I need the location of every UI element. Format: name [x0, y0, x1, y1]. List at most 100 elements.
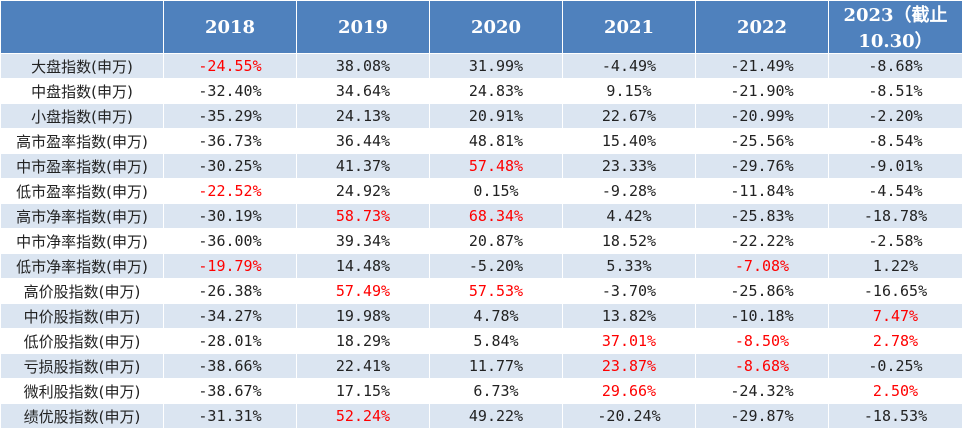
- table-cell: 0.15%: [430, 179, 563, 204]
- row-label: 中市盈率指数(申万): [1, 154, 164, 179]
- table-cell: 22.67%: [563, 104, 696, 129]
- table-cell: -11.84%: [696, 179, 829, 204]
- table-cell: 17.15%: [297, 379, 430, 404]
- table-cell: 52.24%: [297, 404, 430, 429]
- table-cell: -25.56%: [696, 129, 829, 154]
- table-cell: -2.20%: [829, 104, 962, 129]
- table-row: 高市净率指数(申万)-30.19%58.73%68.34%4.42%-25.83…: [1, 204, 962, 229]
- table-cell: 31.99%: [430, 54, 563, 79]
- table-cell: 7.47%: [829, 304, 962, 329]
- table-cell: 34.64%: [297, 79, 430, 104]
- table-cell: -8.68%: [829, 54, 962, 79]
- table-cell: 4.78%: [430, 304, 563, 329]
- table-cell: 49.22%: [430, 404, 563, 429]
- table-cell: 36.44%: [297, 129, 430, 154]
- table-cell: 68.34%: [430, 204, 563, 229]
- table-row: 亏损股指数(申万)-38.66%22.41%11.77%23.87%-8.68%…: [1, 354, 962, 379]
- table-cell: -8.68%: [696, 354, 829, 379]
- table-cell: -2.58%: [829, 229, 962, 254]
- table-row: 低价股指数(申万)-28.01%18.29%5.84%37.01%-8.50%2…: [1, 329, 962, 354]
- table-cell: 38.08%: [297, 54, 430, 79]
- header-2023: 2023（截止10.30）: [829, 1, 962, 54]
- table-row: 微利股指数(申万)-38.67%17.15%6.73%29.66%-24.32%…: [1, 379, 962, 404]
- table-cell: -22.52%: [164, 179, 297, 204]
- row-label: 低市盈率指数(申万): [1, 179, 164, 204]
- table-cell: 2.78%: [829, 329, 962, 354]
- table-row: 高价股指数(申万)-26.38%57.49%57.53%-3.70%-25.86…: [1, 279, 962, 304]
- table-cell: 18.29%: [297, 329, 430, 354]
- table-cell: 15.40%: [563, 129, 696, 154]
- table-cell: 24.92%: [297, 179, 430, 204]
- table-cell: 19.98%: [297, 304, 430, 329]
- table-cell: -25.86%: [696, 279, 829, 304]
- table-cell: -32.40%: [164, 79, 297, 104]
- table-cell: 23.33%: [563, 154, 696, 179]
- table-cell: 6.73%: [430, 379, 563, 404]
- table-cell: -38.67%: [164, 379, 297, 404]
- table-cell: -18.78%: [829, 204, 962, 229]
- table-cell: 57.48%: [430, 154, 563, 179]
- table-cell: -29.87%: [696, 404, 829, 429]
- table-cell: 39.34%: [297, 229, 430, 254]
- table-cell: 24.13%: [297, 104, 430, 129]
- table-cell: -7.08%: [696, 254, 829, 279]
- table-cell: 29.66%: [563, 379, 696, 404]
- row-label: 高价股指数(申万): [1, 279, 164, 304]
- table-cell: 23.87%: [563, 354, 696, 379]
- table-cell: 4.42%: [563, 204, 696, 229]
- table-cell: 11.77%: [430, 354, 563, 379]
- table-cell: 24.83%: [430, 79, 563, 104]
- table-cell: 9.15%: [563, 79, 696, 104]
- table-cell: -25.83%: [696, 204, 829, 229]
- table-row: 小盘指数(申万)-35.29%24.13%20.91%22.67%-20.99%…: [1, 104, 962, 129]
- table-cell: -21.90%: [696, 79, 829, 104]
- table-cell: 58.73%: [297, 204, 430, 229]
- table-cell: 48.81%: [430, 129, 563, 154]
- table-cell: 20.87%: [430, 229, 563, 254]
- table-cell: -3.70%: [563, 279, 696, 304]
- table-cell: -19.79%: [164, 254, 297, 279]
- header-2022: 2022: [696, 1, 829, 54]
- table-cell: -26.38%: [164, 279, 297, 304]
- table-cell: -8.50%: [696, 329, 829, 354]
- table-cell: -10.18%: [696, 304, 829, 329]
- table-row: 大盘指数(申万)-24.55%38.08%31.99%-4.49%-21.49%…: [1, 54, 962, 79]
- table-cell: -22.22%: [696, 229, 829, 254]
- row-label: 低市净率指数(申万): [1, 254, 164, 279]
- header-2021: 2021: [563, 1, 696, 54]
- table-cell: 57.49%: [297, 279, 430, 304]
- header-2019: 2019: [297, 1, 430, 54]
- table-row: 高市盈率指数(申万)-36.73%36.44%48.81%15.40%-25.5…: [1, 129, 962, 154]
- row-label: 亏损股指数(申万): [1, 354, 164, 379]
- table-cell: -4.54%: [829, 179, 962, 204]
- table-cell: -9.01%: [829, 154, 962, 179]
- table-cell: -20.99%: [696, 104, 829, 129]
- table-cell: -28.01%: [164, 329, 297, 354]
- table-cell: 18.52%: [563, 229, 696, 254]
- header-2018: 2018: [164, 1, 297, 54]
- table-cell: -21.49%: [696, 54, 829, 79]
- table-cell: 41.37%: [297, 154, 430, 179]
- row-label: 中盘指数(申万): [1, 79, 164, 104]
- header-corner: [1, 1, 164, 54]
- table-cell: -36.00%: [164, 229, 297, 254]
- table-row: 低市净率指数(申万)-19.79%14.48%-5.20%5.33%-7.08%…: [1, 254, 962, 279]
- table-cell: -24.32%: [696, 379, 829, 404]
- table-row: 中盘指数(申万)-32.40%34.64%24.83%9.15%-21.90%-…: [1, 79, 962, 104]
- table-cell: 37.01%: [563, 329, 696, 354]
- table-cell: 57.53%: [430, 279, 563, 304]
- table-row: 绩优股指数(申万)-31.31%52.24%49.22%-20.24%-29.8…: [1, 404, 962, 429]
- row-label: 绩优股指数(申万): [1, 404, 164, 429]
- table-cell: 5.33%: [563, 254, 696, 279]
- header-2020: 2020: [430, 1, 563, 54]
- table-cell: -35.29%: [164, 104, 297, 129]
- table-cell: -38.66%: [164, 354, 297, 379]
- table-row: 中市净率指数(申万)-36.00%39.34%20.87%18.52%-22.2…: [1, 229, 962, 254]
- row-label: 微利股指数(申万): [1, 379, 164, 404]
- table-row: 低市盈率指数(申万)-22.52%24.92%0.15%-9.28%-11.84…: [1, 179, 962, 204]
- table-cell: -16.65%: [829, 279, 962, 304]
- table-cell: -30.19%: [164, 204, 297, 229]
- table-cell: 1.22%: [829, 254, 962, 279]
- row-label: 大盘指数(申万): [1, 54, 164, 79]
- row-label: 小盘指数(申万): [1, 104, 164, 129]
